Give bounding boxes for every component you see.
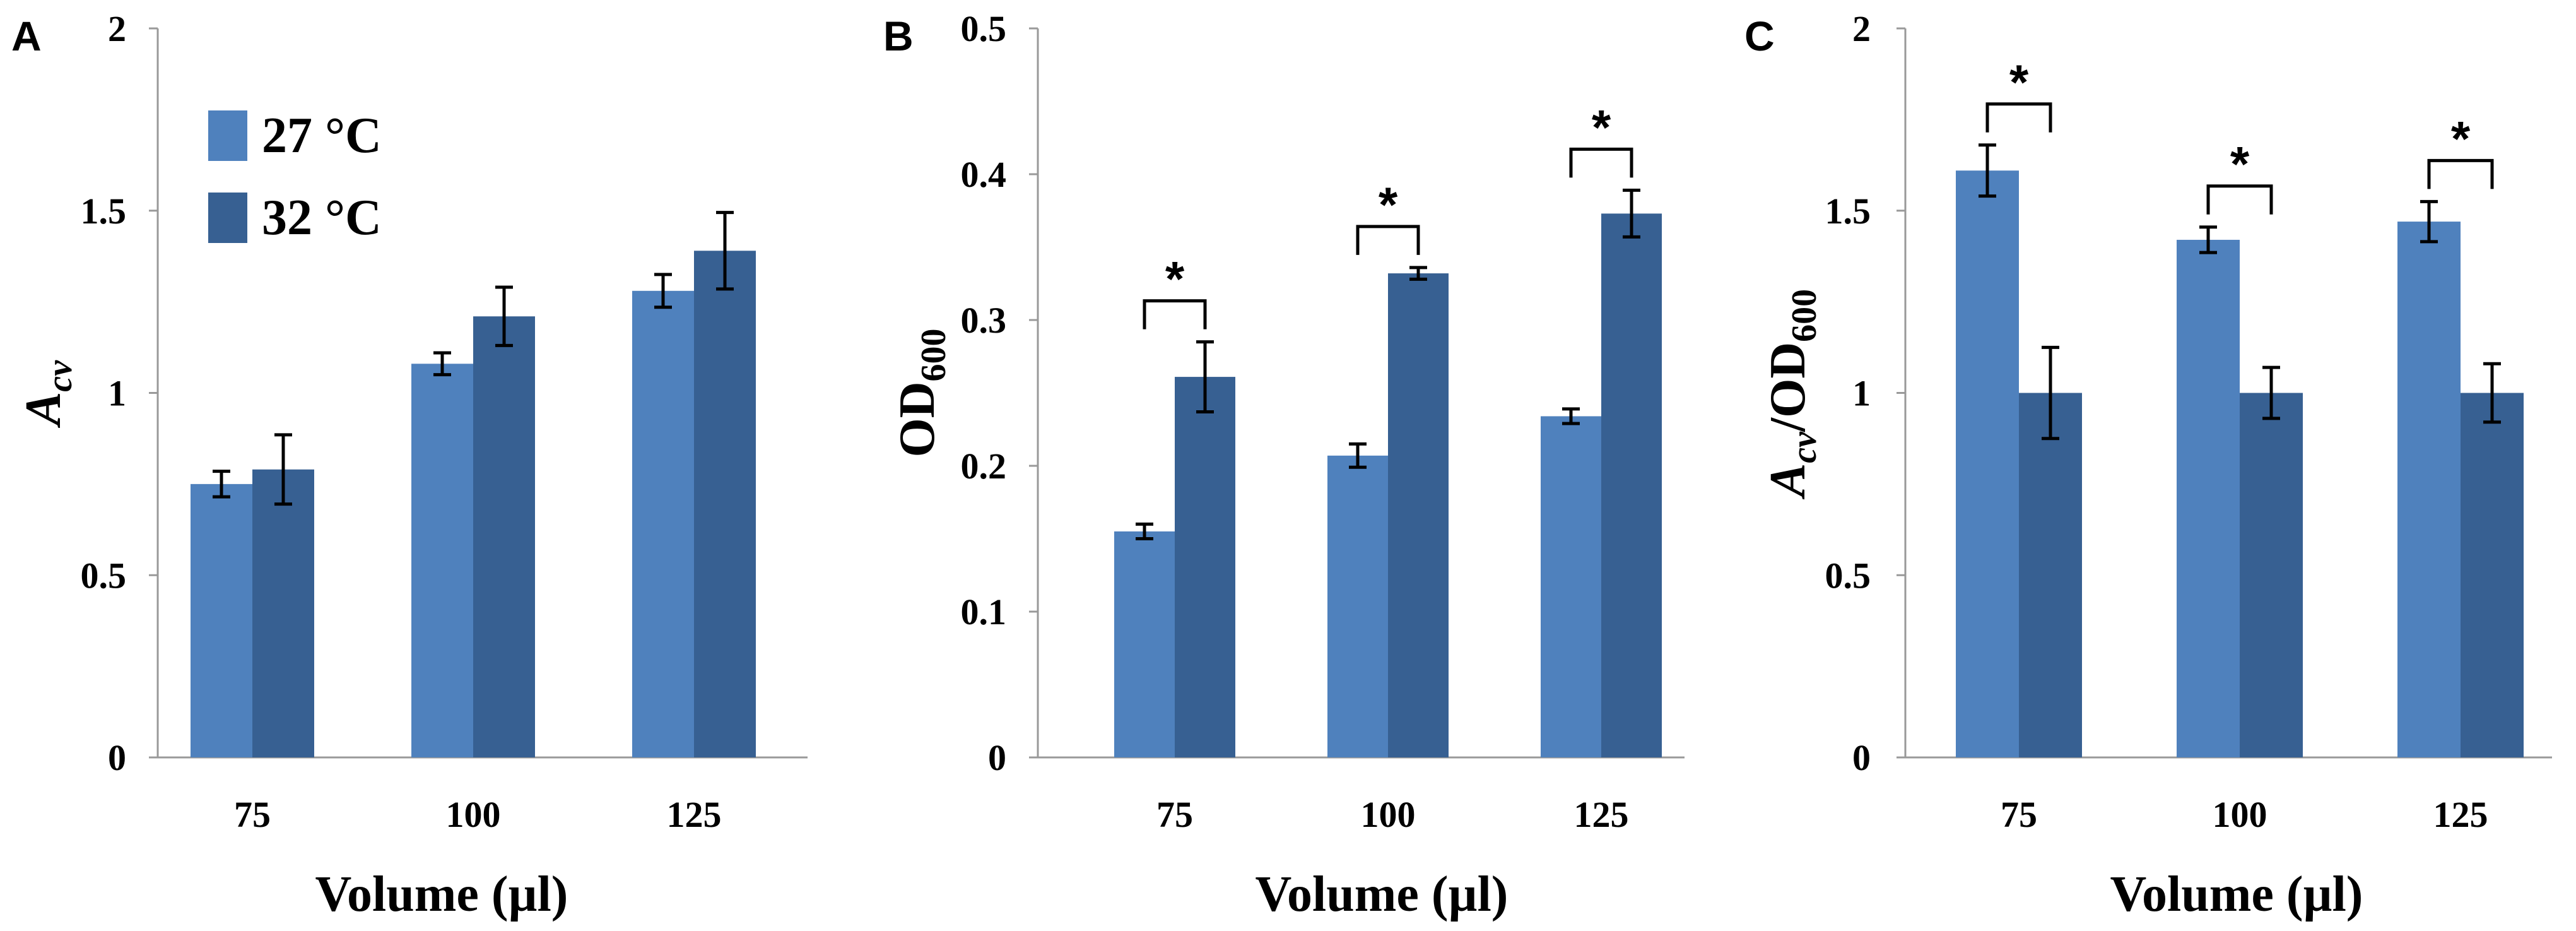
y-title-rest: /OD	[1760, 342, 1816, 432]
y-title-subscript-2: 600	[1785, 289, 1824, 342]
x-tick-label: 100	[1361, 794, 1416, 835]
y-tick-label: 0.5	[81, 555, 127, 596]
bar-27c-75	[1956, 170, 2019, 758]
y-tick-label: 0	[988, 737, 1006, 778]
x-axis-title: Volume (µl)	[1256, 867, 1509, 922]
significance-bracket	[2206, 184, 2273, 215]
significance-star: *	[1379, 177, 1398, 232]
significance-star: *	[1165, 251, 1185, 307]
x-tick-label: 75	[234, 794, 271, 835]
y-tick-label: 0.3	[961, 300, 1007, 341]
significance-star: *	[2009, 54, 2029, 110]
significance-bracket	[1569, 147, 1633, 178]
y-tick-label: 0.5	[961, 8, 1007, 49]
chart-panel-a: A 0 0.5 1 1.5 2 75 100 125 Volume (µl) Acv	[11, 8, 808, 922]
panel-letter: C	[1744, 13, 1775, 59]
x-tick-label: 125	[2433, 794, 2488, 835]
panel-letter: B	[883, 13, 914, 59]
y-tick-label: 1	[108, 373, 126, 414]
bar-27c-100	[411, 364, 473, 757]
bar-32c-125	[2461, 393, 2524, 757]
y-tick-label: 0	[108, 737, 126, 778]
bar-32c-75	[252, 469, 314, 757]
bar-27c-125	[632, 290, 694, 757]
significance-bracket	[1143, 299, 1207, 329]
panel-letter: A	[11, 13, 42, 59]
significance-bracket	[1356, 225, 1420, 255]
significance-star: *	[1592, 99, 1611, 155]
y-title-subscript: cv	[40, 360, 79, 392]
x-tick-label: 125	[667, 794, 722, 835]
bar-32c-100	[473, 316, 535, 758]
y-title-main: A	[1760, 463, 1816, 500]
y-tick-label: 1	[1852, 373, 1871, 414]
x-tick-label: 75	[1156, 794, 1193, 835]
significance-bracket	[1985, 102, 2052, 133]
significance-bracket	[2427, 158, 2494, 189]
legend: 27 °C 32 °C	[208, 108, 382, 246]
bar-32c-100	[1388, 273, 1449, 758]
legend-swatch-27c	[208, 110, 247, 161]
bar-27c-75	[191, 483, 252, 757]
y-title-main: A	[16, 392, 71, 429]
bar-32c-125	[694, 251, 756, 757]
y-tick-label: 0	[1852, 737, 1871, 778]
chart-panel-b: B 0 0.1 0.2 0.3 0.4 0.5 75 100 125 * * * Volume (µl) O…	[883, 8, 1685, 922]
x-axis-title: Volume (µl)	[315, 867, 568, 922]
x-tick-label: 75	[2001, 794, 2037, 835]
y-title-subscript: cv	[1785, 431, 1824, 463]
y-title-main: OD	[890, 382, 945, 458]
significance-star: *	[2451, 110, 2471, 166]
bar-32c-100	[2240, 393, 2303, 757]
y-tick-label: 0.5	[1825, 555, 1871, 596]
bar-27c-100	[1327, 455, 1388, 757]
y-tick-label: 0.2	[961, 446, 1007, 487]
y-tick-label: 0.4	[961, 154, 1007, 195]
y-tick-label: 1.5	[1825, 191, 1871, 232]
bar-27c-125	[2397, 222, 2461, 757]
y-tick-label: 0.1	[961, 591, 1007, 632]
x-tick-label: 100	[446, 794, 501, 835]
chart-panel-c: C 0 0.5 1 1.5 2 75 100 125 * * * Volume (µl) Acv/OD60…	[1744, 8, 2552, 922]
bar-32c-75	[2019, 393, 2082, 757]
legend-label: 27 °C	[262, 108, 382, 163]
y-title-subscript: 600	[914, 329, 953, 382]
bar-32c-75	[1175, 377, 1235, 757]
bar-27c-75	[1114, 531, 1175, 757]
y-axis-title: Acv	[16, 360, 79, 429]
x-tick-label: 125	[1574, 794, 1629, 835]
x-tick-label: 100	[2213, 794, 2267, 835]
x-axis-title: Volume (µl)	[2110, 867, 2363, 922]
y-tick-label: 1.5	[81, 191, 127, 232]
legend-label: 32 °C	[262, 190, 382, 246]
bar-32c-125	[1601, 213, 1662, 757]
significance-star: *	[2230, 136, 2250, 192]
y-tick-label: 2	[108, 8, 126, 49]
bar-27c-125	[1541, 416, 1601, 757]
y-axis-title: Acv/OD600	[1760, 289, 1824, 500]
y-tick-label: 2	[1852, 8, 1871, 49]
legend-swatch-32c	[208, 193, 247, 243]
y-axis-title: OD600	[890, 329, 953, 458]
bar-27c-100	[2177, 239, 2240, 757]
